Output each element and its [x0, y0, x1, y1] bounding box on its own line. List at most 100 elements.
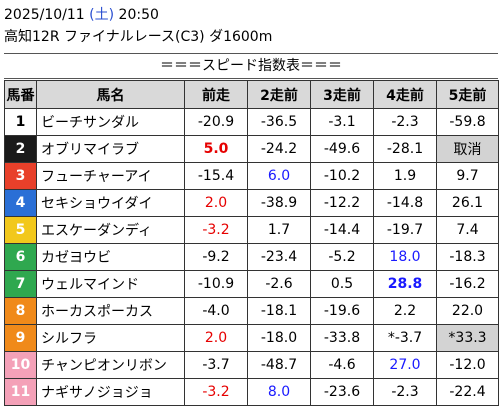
speed-index-cell: -59.8: [436, 108, 499, 136]
table-row: 2 オブリマイラブ 5.0 -24.2 -49.6 -28.1 取消: [4, 135, 499, 163]
horse-name: ウェルマインド: [36, 270, 185, 298]
speed-index-cell: -14.4: [310, 216, 374, 244]
speed-index-cell: -4.0: [184, 297, 248, 325]
speed-index-cell: 1.7: [247, 216, 311, 244]
speed-index-cell: -2.3: [373, 378, 437, 406]
speed-index-cell: 1.9: [373, 162, 437, 190]
col-header: 4走前: [373, 80, 437, 109]
speed-index-cell: *33.3: [436, 324, 499, 352]
speed-index-cell: 26.1: [436, 189, 499, 217]
col-header: 3走前: [310, 80, 374, 109]
speed-index-cell: -2.6: [247, 270, 311, 298]
speed-index-cell: 2.0: [184, 189, 248, 217]
speed-index-cell: 9.7: [436, 162, 499, 190]
speed-index-cell: -12.2: [310, 189, 374, 217]
horse-number: 10: [4, 351, 37, 379]
section-title: ＝＝＝スピード指数表＝＝＝: [4, 53, 498, 79]
header-row: 馬番 馬名 前走 2走前 3走前 4走前 5走前: [4, 80, 499, 109]
horse-name: チャンピオンリボン: [36, 351, 185, 379]
horse-number: 9: [4, 324, 37, 352]
horse-name: カゼヨウビ: [36, 243, 185, 271]
speed-index-cell: 7.4: [436, 216, 499, 244]
speed-index-cell: -3.7: [184, 351, 248, 379]
horse-number: 3: [4, 162, 37, 190]
horse-number: 5: [4, 216, 37, 244]
speed-index-cell: -16.2: [436, 270, 499, 298]
horse-number: 11: [4, 378, 37, 406]
speed-index-table: 馬番 馬名 前走 2走前 3走前 4走前 5走前 1 ビーチサンダル -20.9 -3…: [4, 80, 499, 406]
table-row: 9 シルフラ 2.0 -18.0 -33.8 *-3.7 *33.3: [4, 324, 499, 352]
speed-index-cell: 18.0: [373, 243, 437, 271]
horse-name: シルフラ: [36, 324, 185, 352]
race-weekday: (土): [89, 7, 115, 23]
table-row: 6 カゼヨウビ -9.2 -23.4 -5.2 18.0 -18.3: [4, 243, 499, 271]
speed-index-cell: -12.0: [436, 351, 499, 379]
speed-index-cell: -33.8: [310, 324, 374, 352]
table-row: 1 ビーチサンダル -20.9 -36.5 -3.1 -2.3 -59.8: [4, 108, 499, 136]
horse-number: 6: [4, 243, 37, 271]
speed-index-cell: -18.1: [247, 297, 311, 325]
speed-index-cell: -18.0: [247, 324, 311, 352]
speed-index-cell: -38.9: [247, 189, 311, 217]
col-header: 5走前: [436, 80, 499, 109]
speed-index-cell: -19.6: [310, 297, 374, 325]
speed-index-cell: 8.0: [247, 378, 311, 406]
col-header: 前走: [184, 80, 248, 109]
race-info: 高知12R ファイナルレース(C3) ダ1600m: [4, 29, 273, 45]
col-header: 馬番: [4, 80, 37, 109]
speed-index-cell: -5.2: [310, 243, 374, 271]
speed-index-cell: 5.0: [184, 135, 248, 163]
speed-index-cell: -49.6: [310, 135, 374, 163]
speed-index-cell: 6.0: [247, 162, 311, 190]
speed-index-cell: -3.1: [310, 108, 374, 136]
horse-number: 1: [4, 108, 37, 136]
speed-index-cell: 27.0: [373, 351, 437, 379]
speed-index-cell: -9.2: [184, 243, 248, 271]
table-row: 7 ウェルマインド -10.9 -2.6 0.5 28.8 -16.2: [4, 270, 499, 298]
col-header: 2走前: [247, 80, 311, 109]
speed-index-cell: -3.2: [184, 216, 248, 244]
speed-index-cell: -22.4: [436, 378, 499, 406]
horse-name: セキショウイダイ: [36, 189, 185, 217]
horse-name: エスケーダンディ: [36, 216, 185, 244]
speed-index-cell: -10.2: [310, 162, 374, 190]
speed-index-cell: -2.3: [373, 108, 437, 136]
race-time: 20:50: [118, 7, 159, 23]
speed-index-cell: 28.8: [373, 270, 437, 298]
speed-index-cell: -23.6: [310, 378, 374, 406]
horse-name: ホーカスポーカス: [36, 297, 185, 325]
speed-index-cell: -14.8: [373, 189, 437, 217]
table-row: 10 チャンピオンリボン -3.7 -48.7 -4.6 27.0 -12.0: [4, 351, 499, 379]
speed-index-cell: 22.0: [436, 297, 499, 325]
speed-index-cell: -10.9: [184, 270, 248, 298]
speed-index-cell: -15.4: [184, 162, 248, 190]
horse-name: フューチャーアイ: [36, 162, 185, 190]
speed-index-cell: -23.4: [247, 243, 311, 271]
speed-index-cell: 2.2: [373, 297, 437, 325]
horse-name: ナギサノジョジョ: [36, 378, 185, 406]
speed-index-cell: -24.2: [247, 135, 311, 163]
speed-index-cell: -4.6: [310, 351, 374, 379]
col-header: 馬名: [36, 80, 185, 109]
horse-number: 2: [4, 135, 37, 163]
speed-index-cell: -48.7: [247, 351, 311, 379]
horse-number: 7: [4, 270, 37, 298]
race-header: 2025/10/11 (土) 20:50 高知12R ファイナルレース(C3) …: [4, 4, 272, 48]
horse-name: オブリマイラブ: [36, 135, 185, 163]
speed-index-cell: 0.5: [310, 270, 374, 298]
table-row: 5 エスケーダンディ -3.2 1.7 -14.4 -19.7 7.4: [4, 216, 499, 244]
horse-number: 4: [4, 189, 37, 217]
speed-index-cell: 2.0: [184, 324, 248, 352]
date-time-line: 2025/10/11 (土) 20:50: [4, 4, 272, 26]
table-row: 3 フューチャーアイ -15.4 6.0 -10.2 1.9 9.7: [4, 162, 499, 190]
horse-name: ビーチサンダル: [36, 108, 185, 136]
speed-index-cell: -19.7: [373, 216, 437, 244]
speed-index-cell: -28.1: [373, 135, 437, 163]
table-row: 8 ホーカスポーカス -4.0 -18.1 -19.6 2.2 22.0: [4, 297, 499, 325]
speed-index-cell: -20.9: [184, 108, 248, 136]
race-date: 2025/10/11: [4, 7, 85, 23]
speed-index-cell: -18.3: [436, 243, 499, 271]
speed-index-cell: 取消: [436, 135, 499, 163]
table-row: 11 ナギサノジョジョ -3.2 8.0 -23.6 -2.3 -22.4: [4, 378, 499, 406]
speed-index-cell: *-3.7: [373, 324, 437, 352]
